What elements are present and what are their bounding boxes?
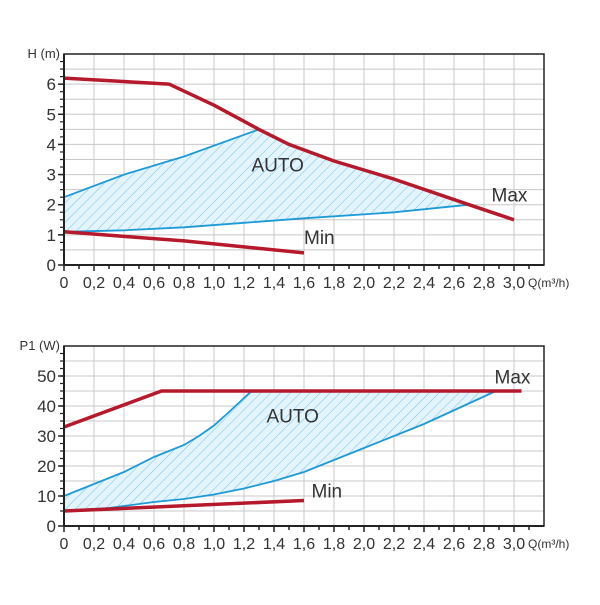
head-chart: 0 0,2 0,4 0,6 0,8 1,0 1,2 1,4 1,6 1,8 2,0 2,2 2,4 2,6…: [28, 46, 570, 292]
x-tick-label: 0,4: [113, 275, 135, 292]
series-label-auto: AUTO: [267, 407, 319, 428]
x-tick-label: 1,0: [203, 536, 225, 553]
y-tick-label: 5: [47, 105, 56, 124]
y-tick-label: 40: [37, 397, 56, 416]
y-tick-label: 20: [37, 457, 56, 476]
x-tick-label: 0,6: [143, 275, 165, 292]
series-label-max: Max: [492, 186, 528, 207]
x-tick-label: 1,4: [263, 275, 285, 292]
y-axis-label: P1 (W): [20, 338, 60, 353]
y-tick-label: 30: [37, 427, 56, 446]
auto-lower-line: [63, 390, 497, 512]
x-tick-label: 3,0: [503, 536, 525, 553]
min-curve: [63, 230, 305, 255]
x-tick-label: 1,2: [233, 275, 255, 292]
x-axis-label: Q(m³/h): [528, 537, 569, 551]
series-label-max: Max: [495, 368, 531, 389]
x-tick-label: 0,8: [173, 275, 195, 292]
y-tick-label: 6: [47, 75, 56, 94]
x-tick-label: 0: [60, 275, 69, 292]
x-tick-label: 3,0: [503, 275, 525, 292]
x-tick-label: 2,8: [473, 536, 495, 553]
x-tick-label: 2,8: [473, 275, 495, 292]
y-tick-label: 2: [47, 196, 56, 215]
x-tick-label: 0,2: [83, 275, 105, 292]
series-label-min: Min: [304, 228, 335, 249]
x-tick-label: 1,8: [323, 275, 345, 292]
x-axis-label: Q(m³/h): [528, 276, 569, 290]
auto-upper-line: [63, 390, 253, 497]
auto-lower-line: [63, 203, 470, 233]
x-tick-label: 1,6: [293, 275, 315, 292]
x-tick-label: 2,6: [443, 536, 465, 553]
power-chart: 0 0,2 0,4 0,6 0,8 1,0 1,2 1,4 1,6 1,8 2,0 2,2 2,4 2,6…: [20, 338, 570, 553]
y-tick-label: 3: [47, 166, 56, 185]
y-tick-label: 0: [47, 517, 56, 536]
max-curve: [63, 389, 522, 429]
x-tick-label: 2,4: [413, 275, 435, 292]
y-axis-label: H (m): [28, 46, 61, 61]
series-label-min: Min: [312, 482, 343, 503]
x-tick-label: 0,8: [173, 536, 195, 553]
x-tick-label: 2,2: [383, 536, 405, 553]
y-tick-label: 4: [47, 135, 56, 154]
x-tick-label: 0: [60, 536, 69, 553]
x-tick-label: 0,6: [143, 536, 165, 553]
x-tick-label: 1,4: [263, 536, 285, 553]
auto-region: [64, 391, 496, 511]
x-tick-label: 1,8: [323, 536, 345, 553]
x-tick-label: 2,0: [353, 536, 375, 553]
y-tick-label: 10: [37, 487, 56, 506]
y-tick-label: 0: [47, 256, 56, 275]
x-tick-label: 1,0: [203, 275, 225, 292]
x-tick-label: 2,6: [443, 275, 465, 292]
auto-upper-line: [63, 128, 260, 199]
x-tick-label: 0,4: [113, 536, 135, 553]
x-tick-label: 1,2: [233, 536, 255, 553]
x-tick-label: 2,2: [383, 275, 405, 292]
auto-region: [64, 129, 469, 232]
x-tick-label: 0,2: [83, 536, 105, 553]
x-tick-label: 2,4: [413, 536, 435, 553]
y-tick-label: 1: [47, 226, 56, 245]
x-tick-label: 1,6: [293, 536, 315, 553]
y-tick-label: 50: [37, 367, 56, 386]
x-tick-label: 2,0: [353, 275, 375, 292]
series-label-auto: AUTO: [252, 156, 304, 177]
max-curve: [63, 76, 515, 222]
min-curve: [63, 498, 305, 513]
